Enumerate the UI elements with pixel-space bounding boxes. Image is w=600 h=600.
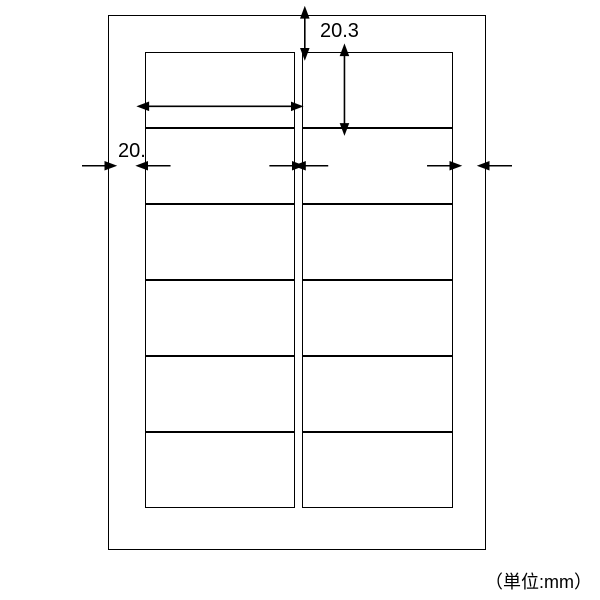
label-cell <box>145 432 296 508</box>
label-cell <box>302 280 453 356</box>
unit-label: （単位:mm） <box>485 568 592 594</box>
label-cell <box>302 52 453 128</box>
label-cell <box>302 128 453 204</box>
label-cell <box>302 432 453 508</box>
label-cell <box>145 128 296 204</box>
label-cell <box>302 356 453 432</box>
label-cell <box>302 204 453 280</box>
label-cell <box>145 356 296 432</box>
label-cell <box>145 280 296 356</box>
label-cell <box>145 52 296 128</box>
label-cell <box>145 204 296 280</box>
diagram-stage: 20.3 83.8 42.3 20.3 3.8 18.3 （単位:mm） <box>0 0 600 600</box>
dim-top-margin: 20.3 <box>320 20 359 43</box>
